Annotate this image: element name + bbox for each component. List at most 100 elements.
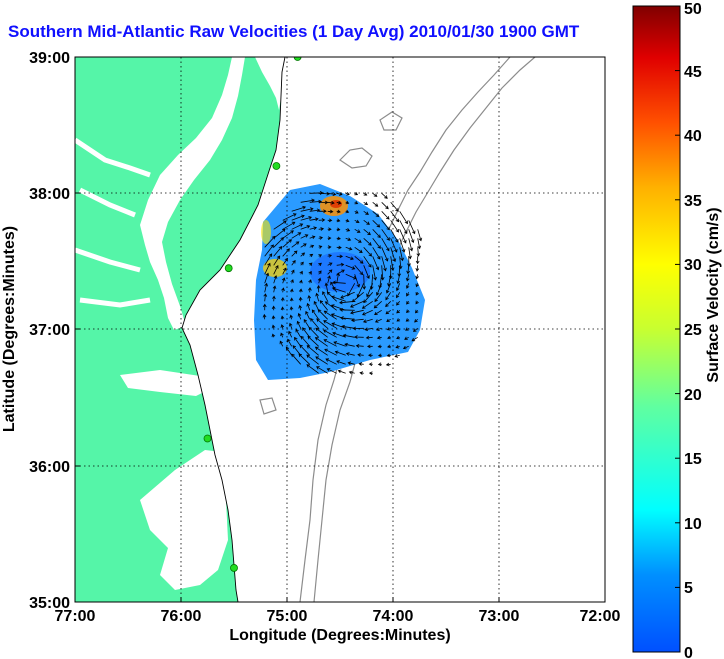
velocity-arrow — [405, 318, 410, 322]
velocity-arrow — [318, 218, 326, 222]
velocity-arrow — [396, 283, 401, 292]
velocity-arrow — [299, 270, 303, 275]
velocity-arrow — [334, 350, 346, 356]
velocity-arrow — [345, 200, 350, 205]
velocity-arrow — [381, 220, 390, 231]
velocity-arrow — [372, 211, 380, 218]
velocity-arrow — [300, 243, 307, 248]
velocity-arrow — [300, 261, 304, 266]
velocity-arrow — [309, 253, 314, 258]
velocity-arrow — [396, 309, 400, 314]
velocity-arrow — [264, 244, 274, 257]
x-tick-label: 76:00 — [161, 608, 202, 625]
velocity-arrow — [273, 220, 287, 230]
velocity-arrow — [318, 200, 329, 205]
velocity-arrow — [348, 370, 355, 375]
velocity-arrow — [408, 229, 415, 244]
velocity-arrow — [406, 300, 410, 305]
velocity-arrow — [327, 227, 332, 232]
velocity-arrow — [342, 333, 355, 338]
velocity-arrow — [303, 319, 311, 329]
velocity-arrow — [327, 200, 335, 205]
velocity-arrow — [264, 272, 270, 284]
velocity-arrow — [280, 324, 285, 329]
velocity-arrow — [375, 327, 382, 331]
velocity-arrow — [345, 246, 353, 251]
colorbar-tick-label: 10 — [684, 516, 702, 533]
coastline — [181, 57, 286, 602]
velocity-arrow — [354, 219, 360, 223]
station-marker — [203, 434, 212, 443]
velocity-arrow — [282, 221, 296, 230]
velocity-arrow — [282, 239, 292, 248]
velocity-arrow — [381, 238, 390, 252]
velocity-arrow — [396, 326, 401, 331]
velocity-arrow — [316, 285, 321, 293]
velocity-arrow — [291, 241, 300, 248]
colorbar-tick-label: 15 — [684, 451, 702, 468]
velocity-arrow — [345, 237, 352, 241]
velocity-arrow — [414, 309, 419, 314]
velocity-arrow — [345, 191, 350, 196]
velocity-arrow — [390, 238, 398, 253]
velocity-arrow — [317, 309, 328, 320]
velocity-arrow — [354, 200, 359, 205]
velocity-arrow — [318, 270, 322, 275]
velocity-arrow — [317, 277, 322, 284]
velocity-arrow — [376, 283, 383, 296]
velocity-arrow — [354, 246, 363, 253]
velocity-arrows — [262, 191, 423, 376]
velocity-arrow — [296, 320, 302, 329]
y-ticks — [75, 56, 80, 603]
velocity-arrow — [386, 318, 391, 322]
velocity-arrow — [291, 232, 302, 239]
velocity-arrow — [315, 292, 320, 302]
velocity-arrow — [315, 327, 328, 338]
velocity-arrow — [272, 285, 277, 293]
velocity-arrow — [298, 296, 303, 302]
velocity-arrow — [291, 269, 295, 275]
velocity-arrow — [299, 344, 310, 356]
velocity-arrow — [411, 336, 418, 342]
velocity-arrow — [327, 236, 332, 241]
velocity-arrow — [399, 220, 408, 235]
velocity-arrow — [363, 228, 371, 236]
y-tick-label: 39:00 — [29, 50, 70, 67]
velocity-arrow — [330, 304, 346, 311]
velocity-arrow — [306, 354, 319, 365]
velocity-arrow — [363, 265, 370, 280]
velocity-arrow — [291, 214, 305, 221]
velocity-arrow — [336, 209, 341, 214]
velocity-arrow — [374, 292, 383, 303]
velocity-arrow — [385, 283, 392, 294]
velocity-arrow — [354, 274, 361, 288]
velocity-arrow — [350, 309, 364, 315]
velocity-arrow — [330, 281, 338, 293]
velocity-arrow — [352, 326, 364, 331]
velocity-arrow — [300, 207, 314, 212]
velocity-arrow — [316, 366, 328, 374]
velocity-arrow — [273, 275, 278, 284]
velocity-arrow — [359, 371, 364, 375]
velocity-arrow — [363, 219, 370, 225]
velocity-arrow — [404, 336, 409, 340]
velocity-arrow — [314, 337, 328, 347]
velocity-arrow — [271, 333, 276, 338]
velocity-arrow — [372, 229, 381, 239]
velocity-arrow — [310, 318, 320, 329]
velocity-arrow — [327, 262, 333, 266]
velocity-arrow — [308, 279, 312, 284]
velocity-arrow — [291, 250, 298, 257]
velocity-arrow — [399, 238, 406, 253]
velocity-arrow — [305, 310, 311, 320]
y-tick-label: 35:00 — [29, 595, 70, 612]
velocity-arrow — [336, 254, 344, 259]
velocity-arrow — [361, 300, 373, 309]
velocity-arrow — [298, 288, 303, 293]
velocity-arrow — [381, 256, 387, 272]
velocity-arrow — [318, 262, 322, 267]
velocity-arrow — [291, 205, 307, 212]
velocity-arrow — [333, 341, 346, 347]
albemarle-sound — [120, 370, 212, 396]
velocity-arrow — [288, 322, 293, 329]
